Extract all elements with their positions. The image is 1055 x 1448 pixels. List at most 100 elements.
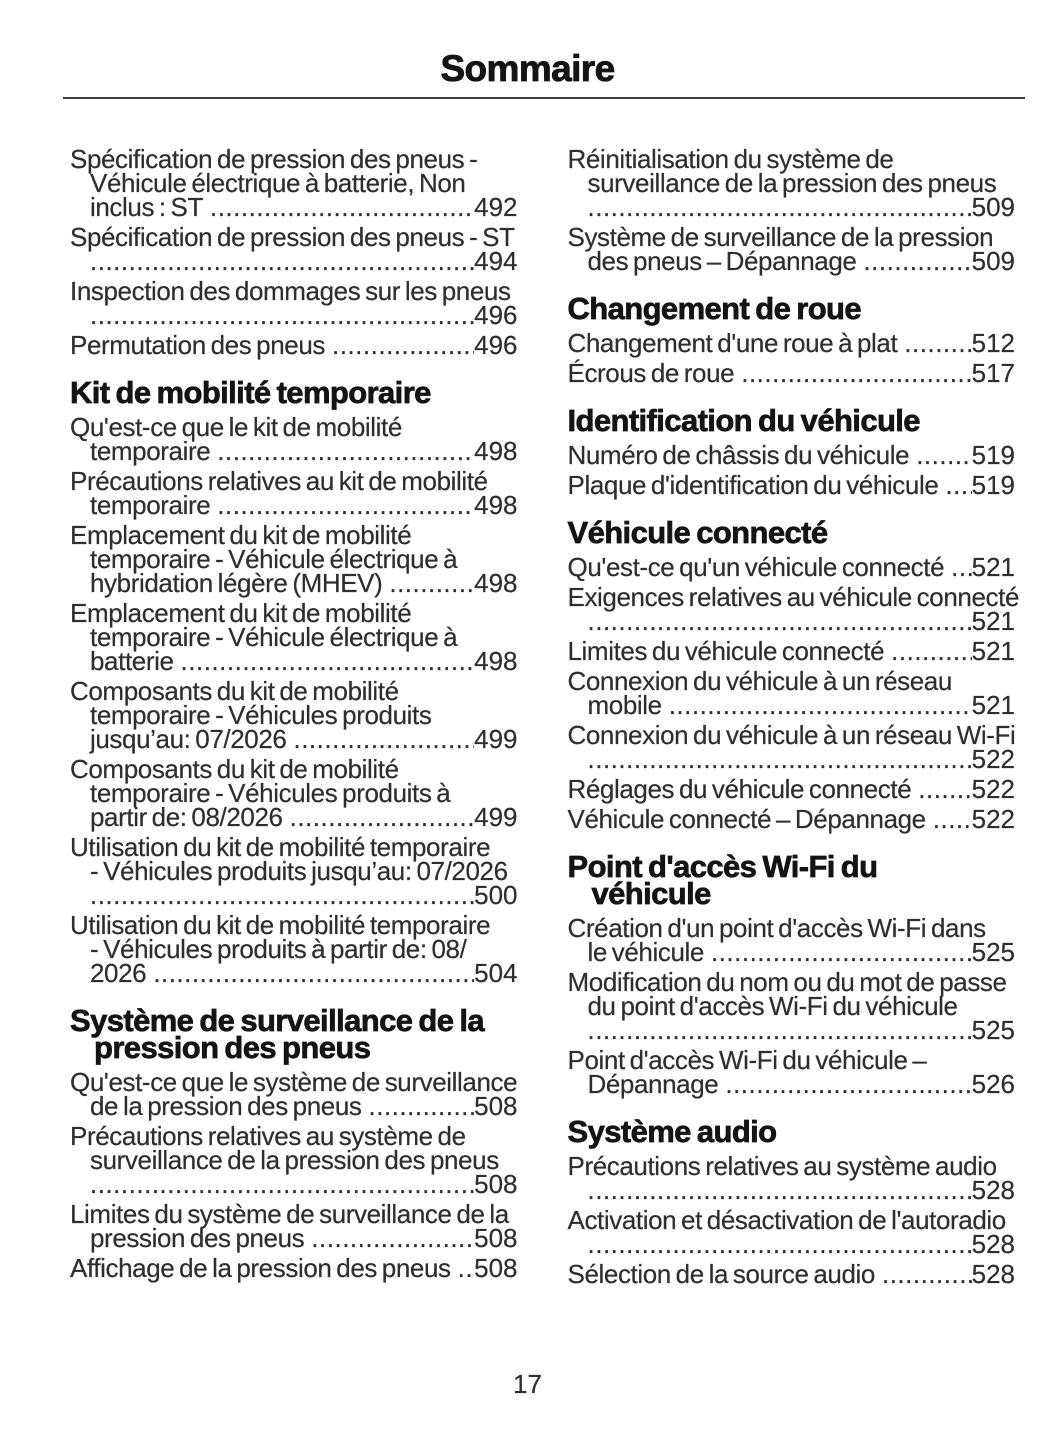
toc-entry-title: temporaire - Véhicule électrique à	[90, 622, 458, 652]
dot-leader: ........................................…	[153, 961, 474, 985]
toc-section-heading: Kit de mobilité temporaire	[70, 377, 518, 409]
dot-leader: ........................................…	[90, 249, 474, 273]
toc-entry: Permutation des pneus...................…	[70, 330, 518, 360]
toc-page-number: 496	[474, 330, 518, 360]
toc-entry: Création d'un point d'accès Wi-Fi dans le…	[567, 915, 1016, 967]
dot-leader: ........................................…	[668, 693, 972, 717]
toc-entry-title: temporaire	[90, 490, 211, 520]
toc-entry-line: batterie................................…	[70, 646, 518, 676]
toc-entry-title: jusqu’au: 07/2026	[90, 724, 287, 754]
page-number: 17	[513, 1369, 542, 1399]
toc-entry-line: le véhicule.............................…	[568, 937, 1016, 967]
toc-entry-line: Affichage de la pression des pneus......…	[70, 1253, 518, 1283]
toc-entry-title: Système de surveillance de la pression	[567, 222, 994, 252]
toc-entry: Précautions relatives au système audio..…	[567, 1151, 1016, 1205]
toc-entry-title: temporaire - Véhicule électrique à	[90, 544, 458, 574]
toc-entry-title: Point d'accès Wi-Fi du véhicule –	[567, 1045, 927, 1075]
toc-entry-line: des pneus – Dépannage...................…	[568, 248, 1015, 274]
toc-page-number: 500	[474, 880, 518, 910]
toc-entry-title: du point d'accès Wi-Fi du véhicule	[587, 991, 958, 1021]
toc-entry-line: Permutation des pneus...................…	[70, 330, 518, 360]
toc-entry-title: Exigences relatives au véhicule connecté	[567, 582, 1020, 612]
dot-leader: ........................................…	[863, 249, 972, 273]
toc-page-number: 528	[971, 1175, 1016, 1205]
toc-entry-line: Écrous de roue..........................…	[567, 358, 1016, 388]
toc-entry-title: Emplacement du kit de mobilité	[70, 520, 412, 550]
toc-entry-title: Numéro de châssis du véhicule	[567, 440, 910, 470]
toc-entry-title: Plaque d'identification du véhicule	[567, 470, 939, 500]
toc-entry: Composants du kit de mobilité temporaire …	[70, 754, 518, 832]
dot-leader: ........................................…	[916, 443, 971, 467]
toc-entry-title: Changement d'une roue à plat	[567, 328, 898, 358]
toc-entry-line: ........................................…	[568, 194, 1016, 220]
toc-entry-line: temporaire..............................…	[70, 490, 518, 520]
toc-entry: Inspection des dommages sur les pneus...…	[70, 276, 518, 328]
toc-entry-title: Connexion du véhicule à un réseau	[567, 666, 952, 696]
toc-entry: Connexion du véhicule à un réseau Wi-Fi.…	[567, 722, 1016, 774]
dot-leader: ........................................…	[587, 1018, 972, 1042]
toc-entry-line: de la pression des pneus................…	[70, 1093, 518, 1119]
toc-column-left: Spécification de pression des pneus - Véh…	[70, 146, 518, 1292]
toc-entry-line: ........................................…	[568, 1231, 1016, 1257]
toc-entry: Composants du kit de mobilité temporaire …	[70, 678, 518, 754]
toc-entry-title: temporaire - Véhicules produits	[90, 700, 432, 730]
toc-page-number: 498	[474, 490, 518, 520]
dot-leader: ........................................…	[90, 1172, 474, 1196]
toc-entry-line: ........................................…	[568, 608, 1016, 634]
toc-entry-line: Dépannage...............................…	[568, 1071, 1015, 1097]
toc-entry: Utilisation du kit de mobilité temporair…	[70, 910, 518, 986]
toc-entry-line: Sélection de la source audio............…	[567, 1259, 1016, 1289]
toc-entry-title: Précautions relatives au système audio	[567, 1151, 997, 1181]
toc-page-number: 522	[971, 744, 1016, 774]
dot-leader: ........................................…	[180, 649, 475, 673]
document-page: Sommaire Spécification de pression des p…	[0, 49, 1055, 1399]
toc-entry-title: - Véhicules produits jusqu’au: 07/2026	[90, 856, 508, 886]
table-of-contents: Spécification de pression des pneus - Véh…	[0, 99, 1055, 1292]
toc-page-number: 519	[971, 440, 1016, 470]
toc-entry-title: partir de: 08/2026	[90, 802, 283, 832]
toc-page-number: 521	[971, 636, 1016, 666]
dot-leader: ........................................…	[710, 940, 972, 964]
dot-leader: ........................................…	[293, 727, 474, 751]
dot-leader: ........................................…	[932, 807, 972, 831]
toc-entry-line: inclus : ST.............................…	[70, 194, 518, 220]
toc-entry-title: Utilisation du kit de mobilité temporair…	[70, 910, 491, 940]
toc-page-number: 517	[971, 358, 1016, 388]
toc-entry: Activation et désactivation de l'autorad…	[567, 1207, 1016, 1257]
toc-page-number: 521	[971, 552, 1016, 582]
toc-entry-line: temporaire..............................…	[70, 436, 518, 466]
toc-entry: Réinitialisation du système de surveillan…	[567, 146, 1016, 220]
toc-page-number: 525	[971, 937, 1016, 967]
toc-entry: Connexion du véhicule à un réseau mobile.…	[567, 666, 1015, 718]
dot-leader: ........................................…	[587, 1178, 972, 1202]
toc-entry: Qu'est-ce que le kit de mobilité temporai…	[70, 414, 518, 466]
toc-page-number: 498	[474, 646, 518, 676]
toc-page-number: 528	[971, 1259, 1016, 1289]
toc-entry-title: Inspection des dommages sur les pneus	[70, 276, 511, 306]
toc-entry-line: ........................................…	[70, 246, 518, 276]
toc-entry-line: Réglages du véhicule connecté...........…	[567, 776, 1015, 802]
toc-entry-title: Affichage de la pression des pneus	[70, 1253, 451, 1283]
toc-entry-title: Emplacement du kit de mobilité	[70, 598, 412, 628]
toc-entry: Exigences relatives au véhicule connecté…	[567, 582, 1020, 634]
toc-entry: Qu'est-ce que le système de surveillance…	[70, 1069, 518, 1119]
toc-entry-line: jusqu’au: 07/2026.......................…	[70, 724, 518, 754]
toc-page-number: 519	[971, 470, 1016, 500]
toc-entry: Réglages du véhicule connecté...........…	[567, 776, 1015, 802]
dot-leader: ........................................…	[90, 883, 474, 907]
toc-entry-title: Spécification de pression des pneus - ST	[70, 222, 515, 252]
dot-leader: ........................................…	[904, 331, 972, 355]
toc-entry-line: Véhicule connecté – Dépannage...........…	[567, 804, 1016, 834]
toc-entry-title: Composants du kit de mobilité	[70, 754, 399, 784]
toc-entry-title: Modification du nom ou du mot de passe	[567, 967, 1007, 997]
toc-section-heading: Véhicule connecté	[567, 517, 1016, 549]
dot-leader: ........................................…	[881, 1262, 972, 1286]
toc-page-number: 498	[474, 436, 518, 466]
toc-entry: Emplacement du kit de mobilité temporaire…	[70, 598, 518, 676]
heading-line: pression des pneus	[94, 1030, 372, 1065]
toc-page-number: 522	[971, 804, 1016, 834]
toc-entry: Précautions relatives au kit de mobilité…	[70, 468, 518, 520]
toc-entry-title: Limites du véhicule connecté	[567, 636, 885, 666]
toc-entry-title: batterie	[90, 646, 174, 676]
toc-page-number: 494	[474, 246, 518, 276]
